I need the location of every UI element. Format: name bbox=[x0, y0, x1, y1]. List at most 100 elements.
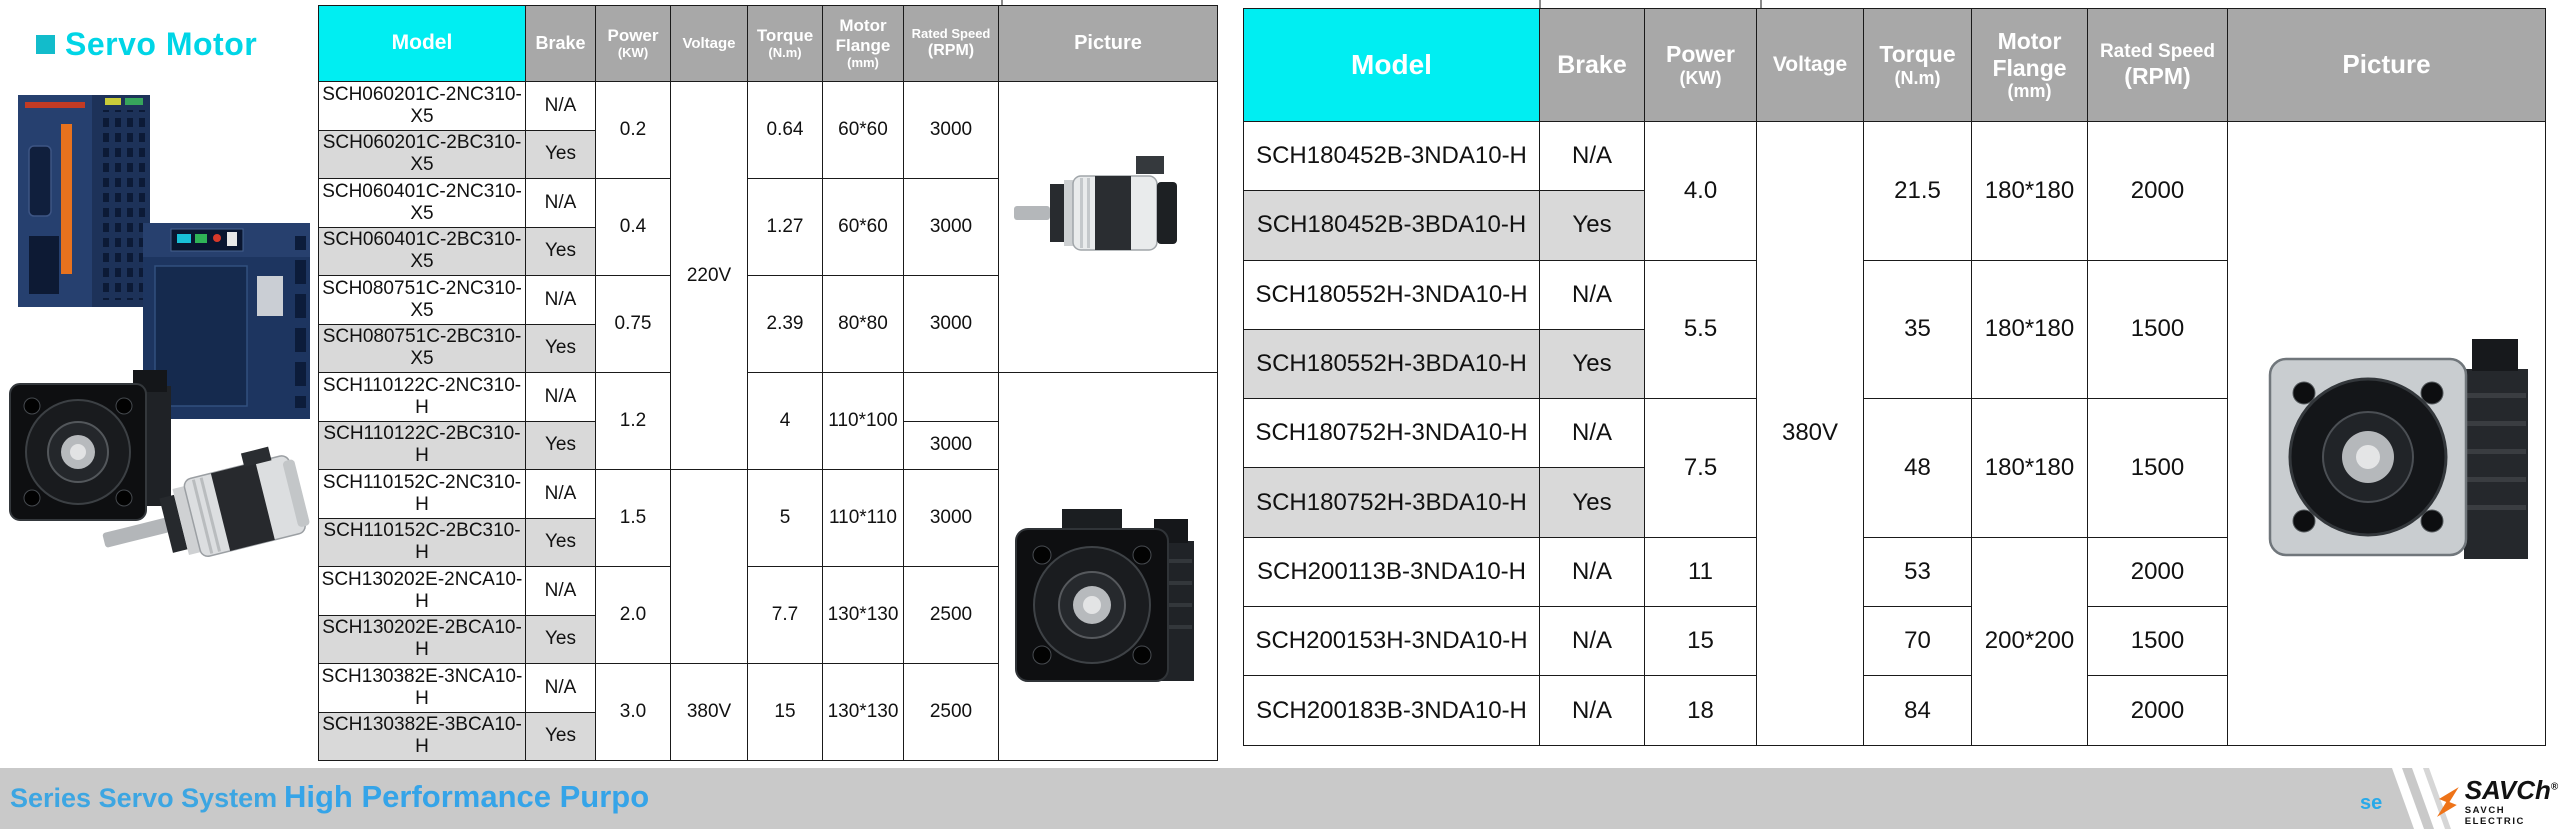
savch-logo: SAVCh® SAVCH ELECTRIC bbox=[2436, 777, 2560, 827]
header-power: Power (KW) bbox=[595, 5, 671, 82]
brake-cell: N/A bbox=[1539, 675, 1645, 746]
torque-cell: 53 bbox=[1863, 536, 1972, 608]
power-cell: 0.2 bbox=[595, 81, 671, 179]
header-voltage: Voltage bbox=[1756, 8, 1864, 122]
model-cell: SCH080751C-2NC310-X5 bbox=[318, 275, 526, 325]
model-cell: SCH180752H-3NDA10-H bbox=[1243, 398, 1540, 469]
brake-cell: N/A bbox=[1539, 259, 1645, 330]
power-cell: 5.5 bbox=[1644, 259, 1757, 400]
motor-side-collage-image bbox=[102, 446, 310, 558]
model-cell: SCH110152C-2BC310-H bbox=[318, 517, 526, 567]
brake-cell: N/A bbox=[525, 372, 596, 422]
flange-cell: 130*130 bbox=[822, 663, 904, 761]
torque-cell: 5 bbox=[747, 469, 823, 567]
torque-cell: 21.5 bbox=[1863, 121, 1972, 261]
torque-cell: 70 bbox=[1863, 606, 1972, 677]
speed-cell: 3000 bbox=[903, 275, 999, 373]
speed-cell: 2500 bbox=[903, 663, 999, 761]
model-cell: SCH080751C-2BC310-X5 bbox=[318, 323, 526, 373]
model-cell: SCH200153H-3NDA10-H bbox=[1243, 606, 1540, 677]
model-cell: SCH180452B-3BDA10-H bbox=[1243, 190, 1540, 261]
brake-cell: N/A bbox=[525, 663, 596, 713]
picture-cell bbox=[2227, 121, 2546, 746]
flange-cell: 110*110 bbox=[822, 469, 904, 567]
model-cell: SCH180752H-3BDA10-H bbox=[1243, 467, 1540, 538]
model-cell: SCH060201C-2BC310-X5 bbox=[318, 129, 526, 179]
left-spec-table: Model Brake Power (KW) Voltage Torque (N.m) Mot… bbox=[318, 5, 1218, 761]
torque-cell: 35 bbox=[1863, 259, 1972, 400]
power-cell: 3.0 bbox=[595, 663, 671, 761]
brake-cell: Yes bbox=[525, 711, 596, 761]
speed-cell: 1500 bbox=[2087, 398, 2228, 538]
power-cell: 1.5 bbox=[595, 469, 671, 567]
voltage-cell: 380V bbox=[670, 663, 748, 761]
servo-drive-wide-image bbox=[143, 223, 310, 419]
model-cell: SCH110152C-2NC310-H bbox=[318, 469, 526, 519]
speed-cell bbox=[903, 372, 999, 422]
brake-cell: N/A bbox=[525, 275, 596, 325]
header-motor-flange: Motor Flange (mm) bbox=[1971, 8, 2088, 122]
model-cell: SCH130202E-2BCA10-H bbox=[318, 614, 526, 664]
brake-cell: N/A bbox=[525, 178, 596, 228]
header-brake: Brake bbox=[1539, 8, 1645, 122]
model-cell: SCH110122C-2NC310-H bbox=[318, 372, 526, 422]
motor-front-image bbox=[2268, 339, 2528, 560]
model-cell: SCH060401C-2BC310-X5 bbox=[318, 226, 526, 276]
picture-cell bbox=[998, 372, 1218, 761]
motor-front-image bbox=[1015, 508, 1194, 682]
flange-cell: 110*100 bbox=[822, 372, 904, 470]
brake-cell: N/A bbox=[525, 81, 596, 131]
motor-front-collage-image bbox=[9, 370, 171, 521]
power-cell: 4.0 bbox=[1644, 121, 1757, 261]
torque-cell: 0.64 bbox=[747, 81, 823, 179]
brake-cell: Yes bbox=[525, 226, 596, 276]
grid-artifact-line bbox=[1539, 0, 1541, 9]
brand-subtitle: SAVCH ELECTRIC bbox=[2464, 805, 2526, 827]
flange-cell: 130*130 bbox=[822, 566, 904, 664]
torque-cell: 4 bbox=[747, 372, 823, 470]
picture-cell bbox=[998, 81, 1218, 373]
page-title: Servo Motor bbox=[36, 26, 257, 63]
brake-cell: N/A bbox=[1539, 606, 1645, 677]
header-torque: Torque (N.m) bbox=[1863, 8, 1972, 122]
brake-cell: Yes bbox=[1539, 190, 1645, 261]
power-cell: 7.5 bbox=[1644, 398, 1757, 538]
header-picture: Picture bbox=[2227, 8, 2546, 122]
right-spec-table: Model Brake Power (KW) Voltage Torque (N.m) Mot… bbox=[1243, 8, 2546, 746]
header-brake: Brake bbox=[525, 5, 596, 82]
footer-page-marker: se bbox=[2360, 792, 2383, 814]
brand-name: SAVCh® bbox=[2464, 775, 2559, 805]
speed-cell: 1500 bbox=[2087, 606, 2228, 677]
torque-cell: 2.39 bbox=[747, 275, 823, 373]
model-cell: SCH180452B-3NDA10-H bbox=[1243, 120, 1540, 192]
header-rated-speed: Rated Speed (RPM) bbox=[2087, 8, 2228, 122]
header-torque: Torque (N.m) bbox=[747, 5, 823, 82]
savch-logo-icon bbox=[2436, 787, 2459, 817]
header-model: Model bbox=[318, 5, 526, 82]
brake-cell: N/A bbox=[1539, 398, 1645, 469]
brake-cell: Yes bbox=[1539, 328, 1645, 400]
torque-cell: 15 bbox=[747, 663, 823, 761]
registered-mark: ® bbox=[2550, 781, 2559, 793]
servo-drive-tall-image bbox=[18, 95, 150, 307]
speed-cell: 3000 bbox=[903, 420, 999, 470]
brake-cell: N/A bbox=[525, 566, 596, 616]
flange-cell: 180*180 bbox=[1971, 259, 2088, 400]
power-cell: 11 bbox=[1644, 536, 1757, 608]
torque-cell: 84 bbox=[1863, 675, 1972, 746]
voltage-cell: 220V bbox=[670, 81, 748, 470]
footer-tagline: High Performance Purpo bbox=[284, 779, 650, 814]
power-cell: 1.2 bbox=[595, 372, 671, 470]
speed-cell: 3000 bbox=[903, 178, 999, 276]
header-motor-flange: Motor Flange (mm) bbox=[822, 5, 904, 82]
brake-cell: Yes bbox=[525, 614, 596, 664]
model-cell: SCH130202E-2NCA10-H bbox=[318, 566, 526, 616]
model-cell: SCH060401C-2NC310-X5 bbox=[318, 178, 526, 228]
model-cell: SCH110122C-2BC310-H bbox=[318, 420, 526, 470]
grid-artifact-line bbox=[1760, 0, 1762, 13]
voltage-cell bbox=[670, 469, 748, 664]
brake-cell: Yes bbox=[525, 129, 596, 179]
model-cell: SCH200183B-3NDA10-H bbox=[1243, 675, 1540, 746]
power-cell: 2.0 bbox=[595, 566, 671, 664]
